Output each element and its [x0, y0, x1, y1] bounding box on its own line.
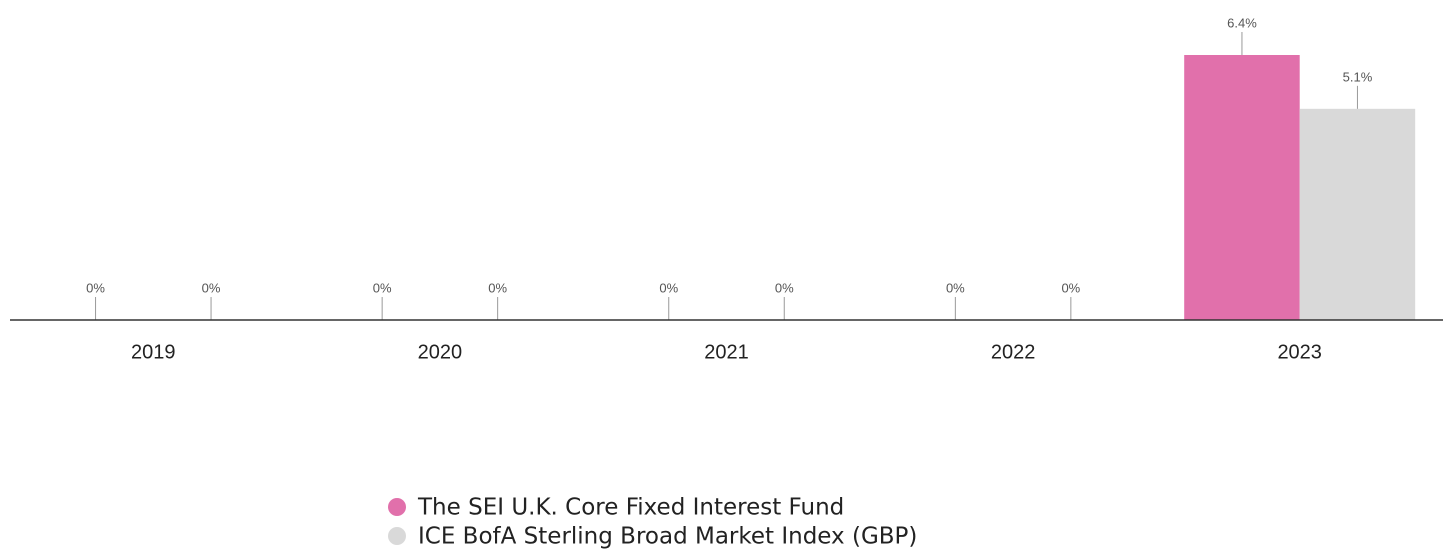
legend-label: ICE BofA Sterling Broad Market Index (GB…: [418, 524, 917, 550]
value-label: 0%: [659, 280, 678, 295]
value-label: 0%: [946, 280, 965, 295]
value-label: 0%: [202, 280, 221, 295]
x-tick-label: 2021: [704, 341, 749, 363]
x-tick-label: 2022: [991, 341, 1036, 363]
x-tick-label: 2020: [418, 341, 463, 363]
x-tick-label: 2019: [131, 341, 176, 363]
value-label: 0%: [1061, 280, 1080, 295]
bar: [1299, 108, 1416, 320]
value-label: 0%: [86, 280, 105, 295]
value-label: 6.4%: [1227, 15, 1257, 30]
value-label: 0%: [488, 280, 507, 295]
value-label: 0%: [373, 280, 392, 295]
bar: [1184, 55, 1300, 320]
value-label: 5.1%: [1343, 69, 1373, 84]
x-tick-label: 2023: [1277, 341, 1322, 363]
legend-swatch: [388, 527, 406, 545]
legend-swatch: [388, 498, 406, 516]
value-label: 0%: [775, 280, 794, 295]
legend-label: The SEI U.K. Core Fixed Interest Fund: [417, 495, 844, 521]
